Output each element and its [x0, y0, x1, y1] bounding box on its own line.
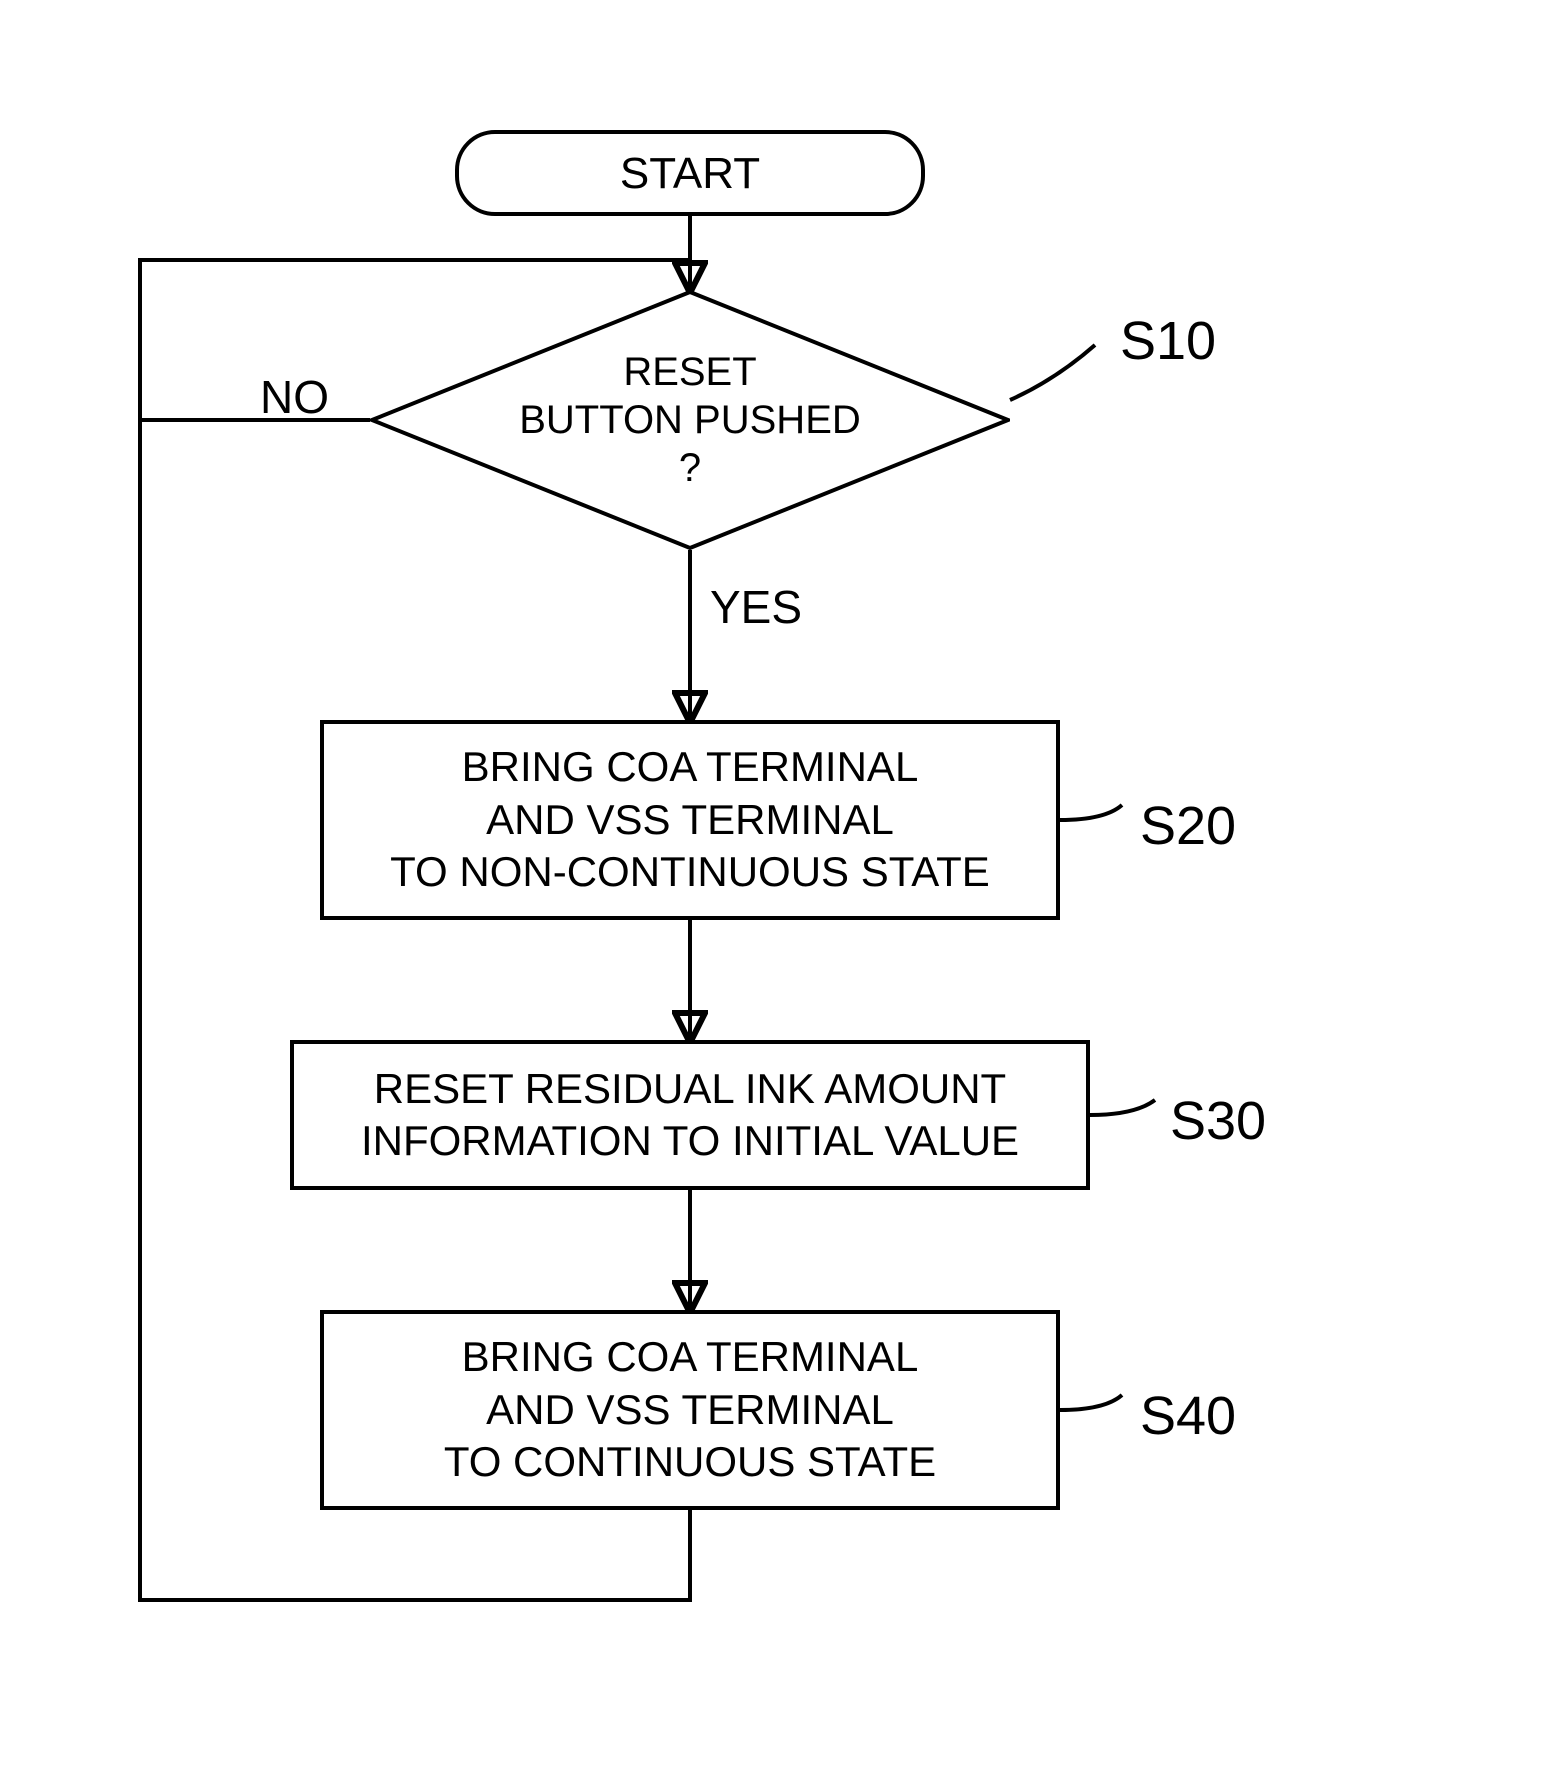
start-text: START — [620, 146, 760, 201]
decision-s10-label: RESET BUTTON PUSHED ? — [519, 348, 861, 492]
flowchart-canvas: START RESET BUTTON PUSHED ? BRING COA TE… — [0, 0, 1548, 1784]
edge-label-yes: YES — [710, 580, 802, 634]
edge-label-no: NO — [260, 370, 329, 424]
process-s30: RESET RESIDUAL INK AMOUNT INFORMATION TO… — [290, 1040, 1090, 1190]
step-label-s40: S40 — [1140, 1385, 1236, 1447]
process-s30-text: RESET RESIDUAL INK AMOUNT INFORMATION TO… — [361, 1063, 1019, 1168]
process-s40-text: BRING COA TERMINAL AND VSS TERMINAL TO C… — [444, 1331, 936, 1489]
process-s40: BRING COA TERMINAL AND VSS TERMINAL TO C… — [320, 1310, 1060, 1510]
decision-s10: RESET BUTTON PUSHED ? — [370, 290, 1010, 550]
start-node: START — [455, 130, 925, 216]
decision-s10-text: RESET BUTTON PUSHED ? — [370, 290, 1010, 550]
step-label-s20: S20 — [1140, 795, 1236, 857]
process-s20: BRING COA TERMINAL AND VSS TERMINAL TO N… — [320, 720, 1060, 920]
step-label-s10: S10 — [1120, 310, 1216, 372]
process-s20-text: BRING COA TERMINAL AND VSS TERMINAL TO N… — [390, 741, 990, 899]
step-label-s30: S30 — [1170, 1090, 1266, 1152]
